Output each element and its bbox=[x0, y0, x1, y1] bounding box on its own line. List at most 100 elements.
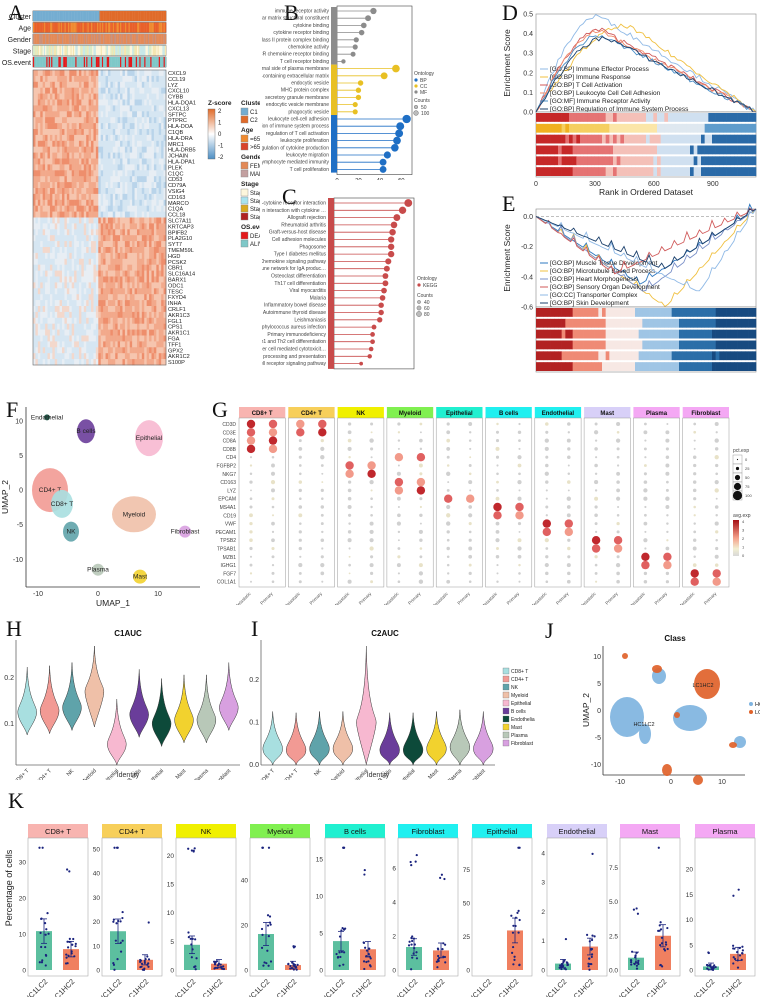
expression-dot bbox=[397, 539, 400, 542]
expression-dot bbox=[613, 544, 623, 553]
facet-strip bbox=[472, 824, 532, 838]
panel-e: E 0.0 -0.2 -0.4 -0.6 Enrichment Score [GO:BP]… bbox=[500, 191, 760, 375]
gene-label: HGD bbox=[168, 254, 180, 260]
data-point bbox=[338, 935, 342, 938]
size-legend-label: 50 bbox=[745, 475, 750, 480]
group-label: Primary bbox=[456, 591, 471, 605]
pathway-dot bbox=[387, 250, 395, 258]
y-tick: 0 bbox=[689, 968, 693, 975]
x-tick: 20 bbox=[355, 179, 362, 180]
data-point bbox=[215, 960, 219, 963]
gene-label: HLA-DPA1 bbox=[168, 160, 195, 166]
legend-item-label: Stage III bbox=[250, 207, 260, 213]
legend-item-label: ALIVE bbox=[250, 242, 260, 248]
data-point bbox=[119, 920, 122, 923]
expression-dot bbox=[347, 579, 352, 584]
expression-dot bbox=[370, 431, 373, 434]
data-point bbox=[269, 923, 272, 926]
data-point bbox=[189, 937, 192, 940]
data-point bbox=[593, 935, 596, 938]
expression-dot bbox=[396, 471, 401, 476]
expression-dot bbox=[643, 571, 648, 576]
pathway-dot bbox=[378, 302, 384, 308]
legend-swatch bbox=[502, 707, 510, 715]
violin bbox=[84, 645, 105, 728]
data-point bbox=[441, 948, 444, 951]
data-point bbox=[711, 967, 714, 970]
size-legend-dot bbox=[733, 482, 742, 491]
group-label: Primary bbox=[703, 591, 718, 605]
data-point bbox=[661, 965, 664, 968]
expression-dot bbox=[566, 505, 571, 509]
y-tick: 50 bbox=[463, 900, 471, 907]
data-point bbox=[741, 945, 744, 948]
expression-dot bbox=[249, 505, 253, 509]
panel-label: E bbox=[502, 191, 516, 216]
term-label: phagocytic vesicle bbox=[288, 109, 329, 115]
data-point bbox=[738, 946, 741, 950]
data-point bbox=[666, 947, 669, 951]
expression-dot bbox=[468, 538, 472, 542]
pathway-label: Leishmaniasis bbox=[294, 317, 326, 323]
expression-dot bbox=[544, 446, 549, 451]
data-point bbox=[38, 846, 41, 849]
y-tick: 0 bbox=[597, 708, 601, 715]
data-point bbox=[560, 963, 563, 967]
facet-strip bbox=[398, 824, 458, 838]
expression-dot bbox=[249, 530, 253, 534]
data-point bbox=[71, 943, 74, 946]
data-point bbox=[191, 948, 194, 951]
legend-swatch bbox=[240, 115, 249, 124]
term-dot bbox=[350, 51, 356, 57]
expression-dot bbox=[446, 579, 451, 584]
pathway-label: Primary immunodeficiency bbox=[267, 332, 326, 338]
gene-label: SYT7 bbox=[168, 242, 182, 248]
facet-label: B cells bbox=[344, 827, 366, 836]
data-point bbox=[738, 954, 742, 957]
group-label: Primary bbox=[654, 591, 669, 605]
group-label: LC1HC2 bbox=[569, 977, 596, 997]
expression-dot bbox=[495, 430, 500, 434]
expression-dot bbox=[298, 563, 303, 568]
rank-strips bbox=[535, 111, 757, 178]
data-point bbox=[514, 916, 518, 919]
expression-dot bbox=[495, 496, 500, 501]
facet-strip bbox=[436, 407, 483, 418]
data-point bbox=[637, 959, 640, 962]
expression-dot bbox=[518, 580, 521, 583]
expression-dot bbox=[666, 480, 669, 484]
expression-dot bbox=[644, 456, 647, 459]
violin bbox=[379, 712, 400, 766]
expression-dot bbox=[397, 530, 401, 534]
zscore-tick: -2 bbox=[218, 155, 224, 161]
expression-dot bbox=[643, 480, 648, 484]
data-point bbox=[119, 941, 122, 944]
x-tick: 0 bbox=[335, 179, 339, 180]
y-tick: 4 bbox=[392, 899, 396, 906]
facet-strip bbox=[682, 407, 729, 418]
pathway-dot bbox=[393, 214, 401, 222]
panel-c: C Cytokine-cytokine receptor interaction… bbox=[262, 180, 502, 370]
expression-dot bbox=[594, 422, 598, 426]
expression-dot bbox=[644, 505, 647, 509]
data-point bbox=[664, 943, 668, 946]
panel-a: A Cluster Age Gender Stage OS.event CXCL9 CCL1… bbox=[0, 0, 260, 395]
group-label: LC1HC2 bbox=[198, 977, 225, 997]
category-label: NK bbox=[66, 768, 76, 778]
expression-dot bbox=[347, 446, 352, 451]
data-point bbox=[195, 957, 198, 960]
expression-dot bbox=[643, 464, 647, 467]
expression-dot bbox=[468, 422, 473, 426]
y-tick: 40 bbox=[241, 878, 249, 885]
data-point bbox=[46, 912, 49, 915]
y-tick: -10 bbox=[591, 762, 601, 769]
data-point bbox=[443, 877, 446, 881]
data-point bbox=[708, 963, 711, 967]
data-point bbox=[740, 958, 743, 961]
expression-dot bbox=[644, 530, 647, 533]
legend-swatch bbox=[240, 231, 249, 240]
expression-dot bbox=[643, 430, 648, 435]
expression-dot bbox=[298, 497, 302, 501]
term-dot bbox=[391, 144, 399, 152]
expression-dot bbox=[616, 421, 621, 427]
